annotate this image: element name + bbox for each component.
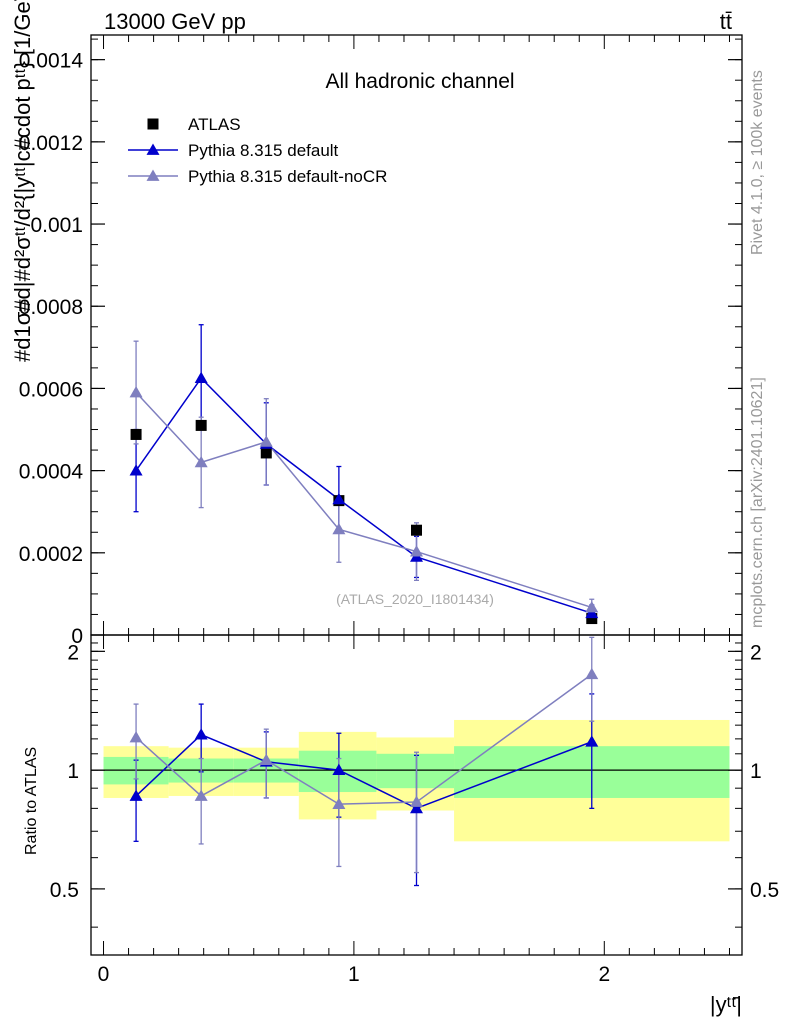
- y-tick-label: 0.0012: [19, 132, 83, 155]
- ratio-y-tick-label-left: 2: [67, 641, 79, 664]
- nocr-ratio-point: [259, 753, 273, 766]
- legend-label: ATLAS: [188, 115, 241, 134]
- legend: ATLAS Pythia 8.315 default Pythia 8.315 de…: [128, 115, 387, 186]
- nocr-ratio-point: [129, 730, 143, 743]
- inner-uncertainty-band: [376, 753, 455, 789]
- nocr-series-line: [135, 392, 592, 609]
- ratio-y-tick-label-right: 2: [750, 641, 762, 664]
- atlas-data-point: [411, 524, 422, 536]
- mcplots-label: mcplots.cern.ch [arXiv:2401.10621]: [749, 377, 766, 628]
- nocr-data-point: [585, 600, 599, 613]
- rivet-version-label: Rivet 4.1.0, ≥ 100k events: [749, 70, 766, 255]
- default-ratio-point: [585, 735, 599, 747]
- ratio-axes: 0.5 0.5 1 1 2 2 0 1 2: [50, 634, 779, 986]
- main-panel: 0 0.0002 0.0004 0.0006 0.0008 0.001 0.0012 0.00…: [10, 0, 743, 648]
- main-series-lines: [135, 376, 592, 614]
- main-axes: 0 0.0002 0.0004 0.0006 0.0008 0.001 0.0012 0.00…: [19, 34, 743, 648]
- legend-marker: [146, 143, 160, 155]
- default-data-point: [332, 492, 346, 505]
- nocr-ratio-point: [410, 795, 423, 807]
- nocr-data-point: [129, 386, 143, 398]
- ratio-y-axis-label: Ratio to ATLAS: [23, 747, 40, 855]
- nocr-data-point: [194, 455, 208, 468]
- legend-item: Pythia 8.315 default: [128, 141, 339, 160]
- default-data-point: [194, 371, 208, 384]
- default-series-line: [135, 376, 592, 614]
- ratio-error-bar: [589, 636, 595, 722]
- ratio-frame: [90, 634, 743, 956]
- y-tick-label: 0.0004: [19, 461, 84, 484]
- nocr-data-point: [332, 522, 346, 535]
- default-ratio-point: [129, 789, 143, 801]
- x-tick-label: 2: [598, 963, 610, 986]
- main-y-axis-label: #d1σ#d|#d²σᵗᵗ/d²{|yᵗᵗ|c#cdot pᵗᵗ} [1/GeV…: [10, 0, 35, 362]
- main-error-bars: [133, 324, 595, 623]
- ratio-y-tick-label-left: 0.5: [50, 879, 79, 902]
- legend-marker: [146, 169, 160, 181]
- default-ratio-line: [135, 733, 593, 810]
- nocr-ratio-point: [194, 789, 208, 801]
- ratio-error-bar: [336, 757, 342, 868]
- y-tick-label: 0.0006: [19, 378, 83, 401]
- legend-marker: [147, 118, 159, 130]
- nocr-ratio-point: [585, 667, 599, 680]
- atlas-data-point: [130, 428, 142, 440]
- default-data-point: [129, 464, 143, 476]
- y-tick-label: 0.0014: [19, 50, 84, 73]
- chart-title: All hadronic channel: [325, 70, 514, 93]
- default-ratio-point: [410, 801, 423, 814]
- default-data-point: [585, 606, 599, 619]
- legend-item: Pythia 8.315 default-noCR: [128, 167, 387, 186]
- ratio-y-tick-label-right: 0.5: [750, 879, 779, 902]
- atlas-data-point: [260, 447, 272, 459]
- ratio-markers: [129, 667, 599, 814]
- default-ratio-point: [194, 728, 208, 740]
- atlas-data-point: [586, 613, 598, 625]
- y-tick-label: 0.0008: [19, 296, 83, 319]
- header-left-label: 13000 GeV pp: [104, 9, 246, 34]
- ratio-y-tick-label-left: 1: [67, 760, 79, 783]
- nocr-data-point: [410, 545, 423, 557]
- ratio-panel: 0.5 0.5 1 1 2 2 0 1 2 Ratio to ATLAS |yᵗᵗ̄|: [23, 634, 779, 1017]
- analysis-watermark: (ATLAS_2020_I1801434): [336, 591, 494, 607]
- nocr-ratio-point: [332, 797, 346, 810]
- main-markers: [129, 371, 599, 625]
- legend-item: ATLAS: [147, 115, 241, 134]
- ratio-y-tick-label-right: 1: [750, 760, 762, 783]
- nocr-data-point: [259, 435, 273, 447]
- y-tick-label: 0: [71, 625, 83, 648]
- x-tick-label: 0: [98, 963, 110, 986]
- ratio-error-bar: [198, 757, 204, 845]
- y-tick-label: 0.001: [30, 214, 83, 237]
- legend-label: Pythia 8.315 default: [188, 141, 339, 160]
- header-right-label: tt̄: [720, 9, 732, 34]
- ratio-series-lines: [135, 673, 593, 810]
- atlas-data-point: [195, 419, 207, 431]
- x-axis-label: |yᵗᵗ̄|: [710, 992, 742, 1017]
- y-tick-label: 0.0002: [19, 543, 83, 566]
- default-ratio-point: [332, 763, 346, 775]
- x-tick-label: 1: [348, 963, 360, 986]
- nocr-ratio-line: [135, 673, 593, 805]
- legend-label: Pythia 8.315 default-noCR: [188, 167, 387, 186]
